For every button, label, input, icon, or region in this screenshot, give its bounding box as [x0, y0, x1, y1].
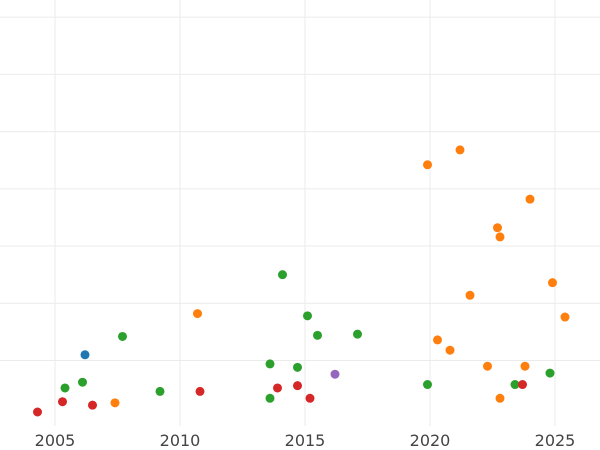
data-point-series-1-6 — [465, 290, 475, 300]
points-layer — [33, 145, 570, 417]
data-point-series-2-8 — [303, 311, 312, 321]
data-point-series-2-2 — [118, 331, 127, 341]
data-point-series-3-2 — [88, 400, 97, 410]
data-point-series-3-4 — [273, 383, 282, 393]
data-point-series-1-3 — [433, 335, 442, 345]
data-point-series-1-4 — [445, 345, 455, 355]
data-point-series-1-12 — [525, 194, 535, 204]
x-tick-label-2020: 2020 — [410, 431, 451, 450]
data-point-series-2-9 — [313, 330, 322, 340]
data-point-series-1-1 — [193, 309, 202, 319]
data-point-series-3-7 — [518, 380, 527, 390]
x-tick-label-2015: 2015 — [285, 431, 326, 450]
data-point-series-1-2 — [423, 160, 432, 170]
data-point-series-2-11 — [423, 380, 432, 390]
x-tick-label-2005: 2005 — [35, 431, 76, 450]
data-point-series-2-1 — [78, 377, 87, 387]
data-point-series-1-10 — [495, 393, 505, 403]
data-point-series-2-4 — [265, 393, 275, 403]
data-point-series-2-10 — [353, 329, 362, 339]
data-point-series-3-0 — [33, 407, 42, 417]
data-point-series-2-0 — [60, 383, 70, 393]
data-point-series-1-14 — [560, 312, 570, 322]
data-point-series-1-9 — [495, 232, 505, 242]
data-point-series-0-0 — [80, 350, 90, 360]
data-point-series-1-13 — [548, 278, 557, 288]
data-point-series-4-0 — [330, 369, 340, 379]
data-point-series-1-7 — [483, 361, 492, 371]
data-point-series-2-3 — [155, 386, 165, 396]
data-point-series-3-6 — [305, 393, 315, 403]
data-point-series-2-7 — [293, 362, 302, 372]
data-point-series-3-5 — [293, 381, 302, 391]
data-point-series-3-3 — [195, 386, 205, 396]
data-point-series-1-8 — [493, 223, 502, 233]
data-point-series-2-5 — [265, 359, 275, 369]
x-tick-label-2025: 2025 — [535, 431, 576, 450]
grid-layer — [0, 0, 600, 426]
data-point-series-1-0 — [110, 398, 120, 408]
x-axis-labels: 2005 2010 2015 2020 2025 — [35, 431, 576, 450]
data-point-series-1-5 — [455, 145, 465, 155]
data-point-series-2-12 — [510, 380, 520, 390]
data-point-series-2-13 — [545, 368, 555, 378]
data-point-series-3-1 — [58, 397, 67, 407]
data-point-series-2-6 — [278, 270, 287, 280]
x-tick-label-2010: 2010 — [160, 431, 201, 450]
data-point-series-1-11 — [520, 361, 530, 371]
